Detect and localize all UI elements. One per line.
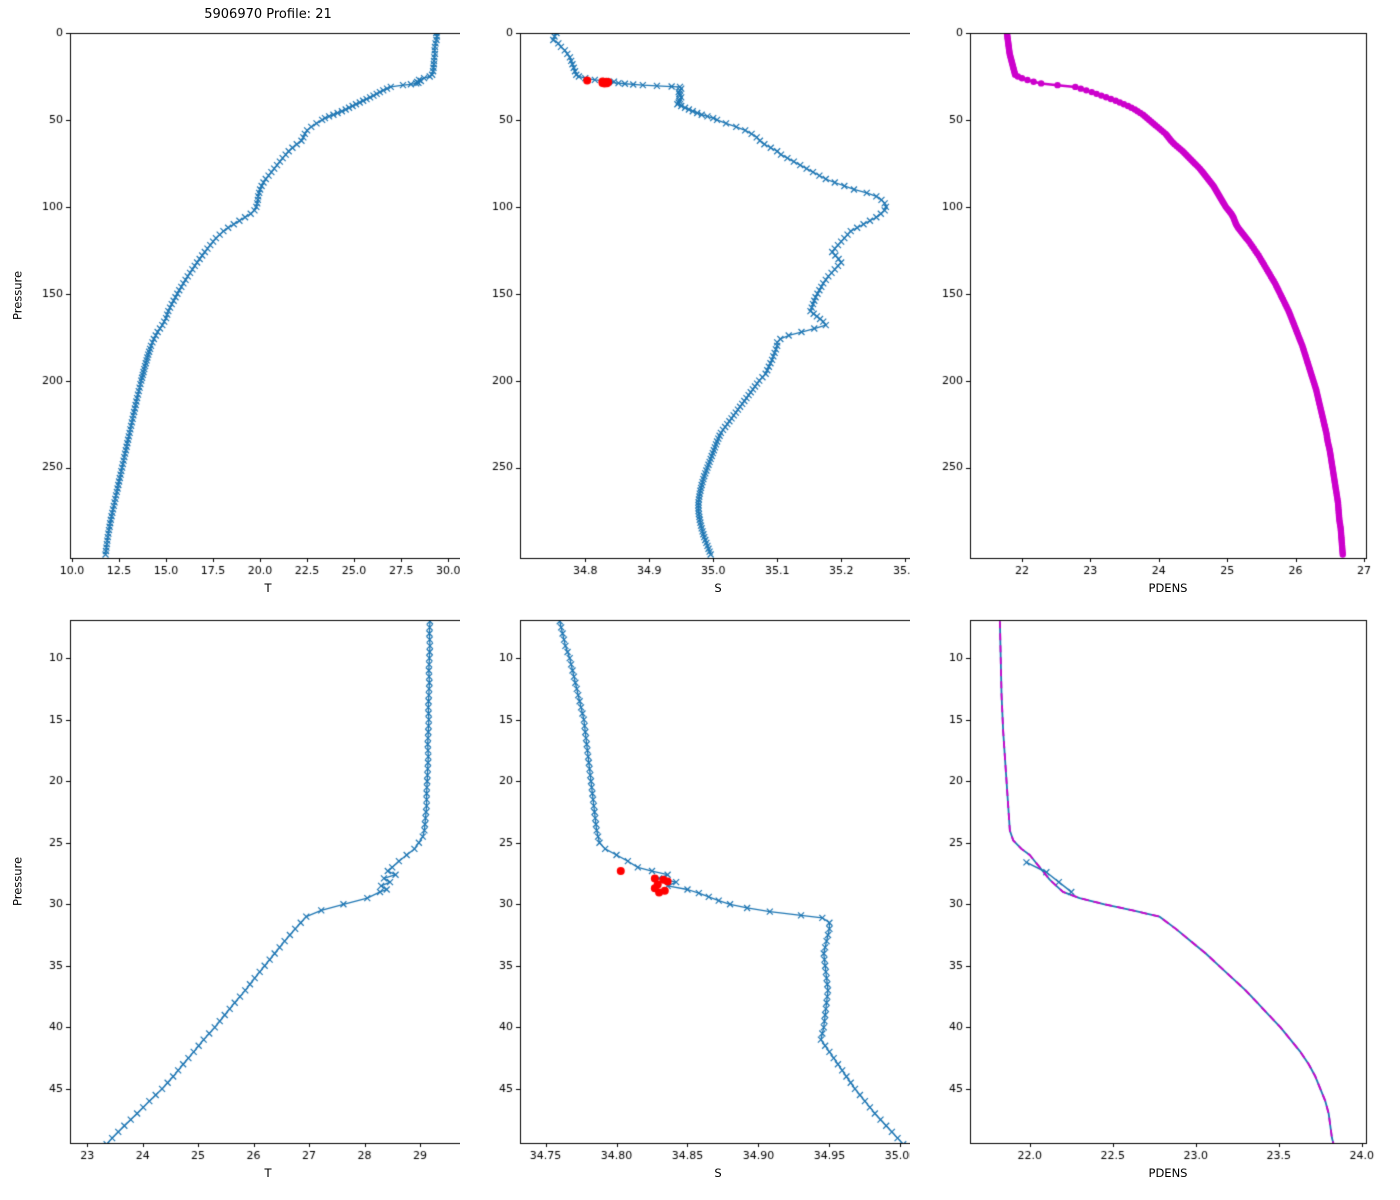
subplot-salinity-full: S [460,21,930,600]
subplot-temperature-full: Pressure T [10,21,480,600]
y-axis-label [460,620,475,1143]
y-axis-label [910,33,925,558]
temperature-full-plot-canvas [10,21,480,600]
salinity-zoom-plot-canvas [460,608,930,1185]
temperature-zoom-plot-canvas [10,608,480,1185]
x-axis-label: T [264,1166,272,1180]
x-axis-label: PDENS [1148,1166,1188,1180]
y-axis-label: Pressure [10,856,25,907]
pdens-zoom-plot-canvas [910,608,1380,1185]
pdens-full-plot-canvas [910,21,1380,600]
x-axis-label: S [714,581,722,595]
subplot-pdens-zoom: PDENS [910,608,1380,1185]
subplot-pdens-full: PDENS [910,21,1380,600]
x-axis-label: PDENS [1148,581,1188,595]
x-axis-label: T [264,581,272,595]
x-axis-label: S [714,1166,722,1180]
y-axis-label: Pressure [10,270,25,321]
y-axis-label [460,33,475,558]
y-axis-label [910,620,925,1143]
subplot-temperature-zoom: Pressure T [10,608,480,1185]
figure-title: 5906970 Profile: 21 [204,7,332,22]
subplot-salinity-zoom: S [460,608,930,1185]
salinity-full-plot-canvas [460,21,930,600]
